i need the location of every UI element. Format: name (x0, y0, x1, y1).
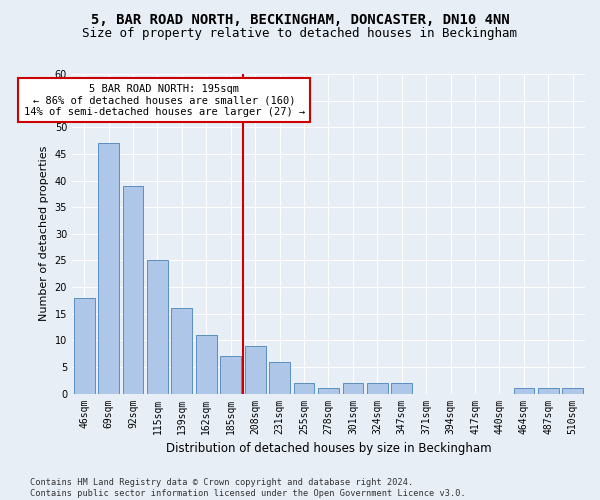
Bar (367, 383, 388, 394)
Bar (196, 335, 217, 394)
Bar (245, 346, 266, 394)
Bar (514, 388, 535, 394)
Bar (172, 308, 192, 394)
Bar (538, 388, 559, 394)
Bar (269, 362, 290, 394)
Bar (98, 143, 119, 394)
Bar (318, 388, 339, 394)
Bar (122, 186, 143, 394)
Text: Size of property relative to detached houses in Beckingham: Size of property relative to detached ho… (83, 28, 517, 40)
Text: Contains HM Land Registry data © Crown copyright and database right 2024.
Contai: Contains HM Land Registry data © Crown c… (30, 478, 466, 498)
Y-axis label: Number of detached properties: Number of detached properties (39, 146, 49, 322)
Text: 5 BAR ROAD NORTH: 195sqm
← 86% of detached houses are smaller (160)
14% of semi-: 5 BAR ROAD NORTH: 195sqm ← 86% of detach… (23, 84, 305, 117)
Bar (343, 383, 363, 394)
X-axis label: Distribution of detached houses by size in Beckingham: Distribution of detached houses by size … (166, 442, 491, 455)
Bar (74, 298, 95, 394)
Bar (147, 260, 168, 394)
Text: 5, BAR ROAD NORTH, BECKINGHAM, DONCASTER, DN10 4NN: 5, BAR ROAD NORTH, BECKINGHAM, DONCASTER… (91, 12, 509, 26)
Bar (391, 383, 412, 394)
Bar (562, 388, 583, 394)
Bar (293, 383, 314, 394)
Bar (220, 356, 241, 394)
